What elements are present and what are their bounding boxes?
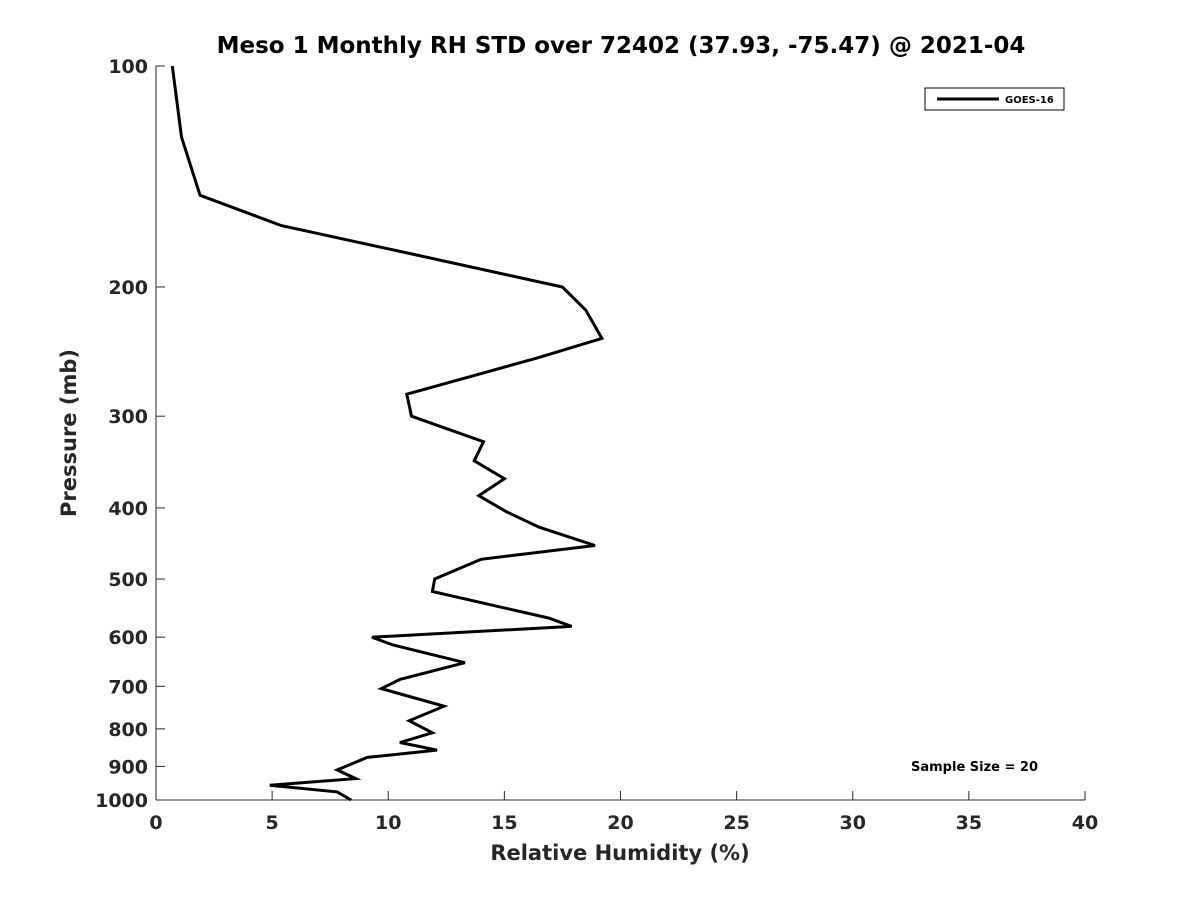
x-tick-label: 35 bbox=[956, 812, 982, 834]
chart-title: Meso 1 Monthly RH STD over 72402 (37.93,… bbox=[217, 33, 1026, 59]
x-tick-group: 0 5 10 15 20 25 30 35 40 bbox=[149, 791, 1098, 834]
y-tick-label: 700 bbox=[108, 676, 148, 698]
series-line-goes16 bbox=[170, 65, 605, 802]
legend-label-goes16: GOES-16 bbox=[1005, 95, 1054, 106]
y-tick-label: 200 bbox=[108, 277, 148, 299]
x-tick-label: 25 bbox=[723, 812, 749, 834]
y-tick-label: 600 bbox=[108, 627, 148, 649]
y-tick-label: 100 bbox=[108, 56, 148, 78]
y-tick-group: 100 200 300 400 500 600 700 800 900 1000 bbox=[95, 56, 165, 812]
x-tick-label: 15 bbox=[491, 812, 517, 834]
plot-axes bbox=[155, 66, 1085, 801]
y-axis-label: Pressure (mb) bbox=[57, 349, 81, 517]
x-tick-label: 40 bbox=[1072, 812, 1098, 834]
x-axis-label: Relative Humidity (%) bbox=[490, 841, 749, 865]
x-tick-label: 30 bbox=[840, 812, 866, 834]
x-tick-label: 5 bbox=[266, 812, 279, 834]
y-tick-label: 500 bbox=[108, 569, 148, 591]
x-tick-label: 20 bbox=[607, 812, 633, 834]
y-tick-label: 300 bbox=[108, 406, 148, 428]
sample-size-annotation: Sample Size = 20 bbox=[911, 760, 1038, 775]
y-tick-label: 1000 bbox=[95, 790, 148, 812]
x-tick-label: 0 bbox=[149, 812, 162, 834]
y-tick-label: 400 bbox=[108, 498, 148, 520]
y-tick-label: 900 bbox=[108, 756, 148, 778]
y-tick-label: 800 bbox=[108, 719, 148, 741]
legend: GOES-16 bbox=[924, 87, 1065, 111]
x-tick-label: 10 bbox=[375, 812, 401, 834]
